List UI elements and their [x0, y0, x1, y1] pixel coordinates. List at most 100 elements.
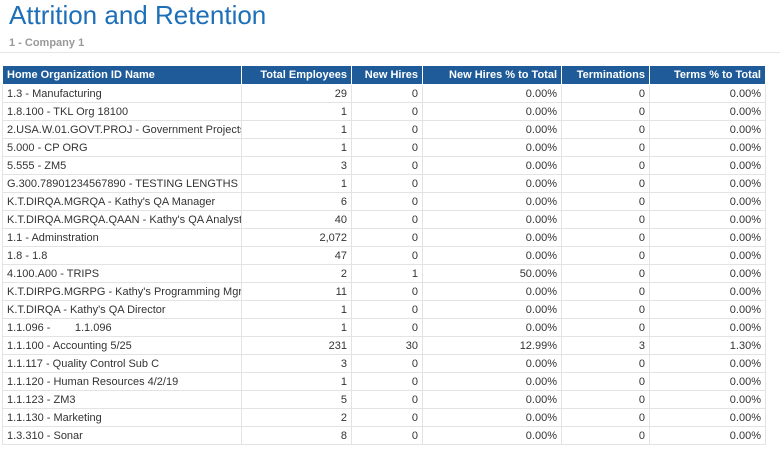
- table-cell: 0: [561, 192, 650, 211]
- column-header: Total Employees: [241, 65, 352, 85]
- table-cell: 1: [241, 138, 352, 157]
- table-cell: 0.00%: [649, 354, 766, 373]
- table-row: 1.1.117 - Quality Control Sub C 3 0 0.00% 0 0…: [2, 354, 766, 373]
- table-cell: 0: [561, 354, 650, 373]
- table-row: K.T.DIRQA - Kathy's QA Director 1 0 0.00% 0 0…: [2, 300, 766, 319]
- table-cell: 0: [351, 246, 423, 265]
- table-cell: 12.99%: [422, 336, 562, 355]
- table-cell: G.300.78901234567890 - TESTING LENGTHS: [2, 174, 242, 193]
- table-cell: 11: [241, 282, 352, 301]
- table-cell: 5.555 - ZM5: [2, 156, 242, 175]
- table-cell: K.T.DIRPG.MGRPG - Kathy's Programming Mg…: [2, 282, 242, 301]
- page-subtitle: 1 - Company 1: [9, 37, 85, 49]
- table-row: G.300.78901234567890 - TESTING LENGTHS 1 0…: [2, 174, 766, 193]
- table-cell: 3: [241, 354, 352, 373]
- table-cell: 0: [561, 300, 650, 319]
- table-cell: 1.1.096 - 1.1.096: [2, 318, 242, 337]
- table-row: 1.8.100 - TKL Org 18100 1 0 0.00% 0 0.00%: [2, 102, 766, 121]
- table-row: 2.USA.W.01.GOVT.PROJ - Government Projec…: [2, 120, 766, 139]
- table-body: 1.3 - Manufacturing 29 0 0.00% 0 0.00% 1.8.100…: [2, 84, 766, 445]
- table-cell: 0: [561, 318, 650, 337]
- table-cell: 0.00%: [649, 228, 766, 247]
- table-row: K.T.DIRQA.MGRQA.QAAN - Kathy's QA Analys…: [2, 210, 766, 229]
- table-cell: 0: [561, 426, 650, 445]
- table-cell: 0.00%: [422, 318, 562, 337]
- table-cell: 0: [351, 426, 423, 445]
- table-cell: 0: [561, 390, 650, 409]
- table-cell: 0.00%: [422, 138, 562, 157]
- table-cell: 0.00%: [649, 282, 766, 301]
- table-cell: 0: [561, 228, 650, 247]
- table-cell: 0: [561, 120, 650, 139]
- table-cell: 0: [561, 408, 650, 427]
- table-row: 1.1.120 - Human Resources 4/2/19 1 0 0.00% 0…: [2, 372, 766, 391]
- table-cell: 0: [561, 138, 650, 157]
- table-cell: 0: [351, 408, 423, 427]
- table-cell: 0: [351, 282, 423, 301]
- table-cell: 0.00%: [422, 84, 562, 103]
- table-cell: 0.00%: [422, 156, 562, 175]
- table-cell: 0.00%: [649, 192, 766, 211]
- table-row: 1.3.310 - Sonar 8 0 0.00% 0 0.00%: [2, 426, 766, 445]
- table-cell: 4.100.A00 - TRIPS: [2, 264, 242, 283]
- table-cell: 0.00%: [649, 156, 766, 175]
- table-cell: 0: [351, 84, 423, 103]
- table-cell: 50.00%: [422, 264, 562, 283]
- table-cell: 0.00%: [422, 408, 562, 427]
- table-cell: 0: [351, 174, 423, 193]
- table-cell: 5: [241, 390, 352, 409]
- table-row: 4.100.A00 - TRIPS 2 1 50.00% 0 0.00%: [2, 264, 766, 283]
- table-row: 1.1.130 - Marketing 2 0 0.00% 0 0.00%: [2, 408, 766, 427]
- table-cell: 3: [241, 156, 352, 175]
- header-row: Home Organization ID Name Total Employees…: [2, 65, 766, 85]
- table-cell: K.T.DIRQA.MGRQA - Kathy's QA Manager: [2, 192, 242, 211]
- column-header: Home Organization ID Name: [2, 65, 242, 85]
- table-cell: 1.30%: [649, 336, 766, 355]
- table-cell: 0: [561, 372, 650, 391]
- table-cell: 0: [561, 264, 650, 283]
- table-cell: 1: [351, 264, 423, 283]
- table-cell: 0.00%: [649, 408, 766, 427]
- report-table: Home Organization ID Name Total Employees…: [2, 65, 766, 445]
- divider: [0, 52, 780, 53]
- table-cell: 0.00%: [422, 426, 562, 445]
- table-cell: 0: [351, 192, 423, 211]
- page-title: Attrition and Retention: [9, 0, 267, 30]
- column-header: New Hires: [351, 65, 423, 85]
- table-cell: 1.3 - Manufacturing: [2, 84, 242, 103]
- table-cell: 6: [241, 192, 352, 211]
- table-cell: 2: [241, 408, 352, 427]
- table-cell: 2.USA.W.01.GOVT.PROJ - Government Projec…: [2, 120, 242, 139]
- table-cell: 1: [241, 372, 352, 391]
- table-row: K.T.DIRPG.MGRPG - Kathy's Programming Mg…: [2, 282, 766, 301]
- table-row: 1.1.100 - Accounting 5/25 231 30 12.99% 3 1.3…: [2, 336, 766, 355]
- table-row: 1.1 - Adminstration 2,072 0 0.00% 0 0.00%: [2, 228, 766, 247]
- table-cell: 0: [351, 156, 423, 175]
- table-cell: 1: [241, 300, 352, 319]
- table-cell: 0.00%: [422, 120, 562, 139]
- table-row: 1.1.123 - ZM3 5 0 0.00% 0 0.00%: [2, 390, 766, 409]
- table-row: 5.555 - ZM5 3 0 0.00% 0 0.00%: [2, 156, 766, 175]
- table-cell: 0: [351, 210, 423, 229]
- table-cell: 1: [241, 102, 352, 121]
- table-cell: 0.00%: [422, 354, 562, 373]
- table-cell: 1: [241, 174, 352, 193]
- table-cell: 0.00%: [649, 390, 766, 409]
- table-cell: 0: [561, 84, 650, 103]
- table-cell: 0: [561, 282, 650, 301]
- table-cell: 0: [351, 390, 423, 409]
- table-cell: 8: [241, 426, 352, 445]
- table-cell: 1: [241, 120, 352, 139]
- table-cell: 0: [561, 210, 650, 229]
- table-cell: 5.000 - CP ORG: [2, 138, 242, 157]
- table-cell: 0.00%: [649, 246, 766, 265]
- table-cell: 0: [351, 102, 423, 121]
- table-cell: 47: [241, 246, 352, 265]
- table-cell: 1.1 - Adminstration: [2, 228, 242, 247]
- table-cell: 0: [351, 120, 423, 139]
- table-cell: 40: [241, 210, 352, 229]
- table-cell: 2,072: [241, 228, 352, 247]
- table-cell: 1.1.100 - Accounting 5/25: [2, 336, 242, 355]
- table-cell: 1.8.100 - TKL Org 18100: [2, 102, 242, 121]
- table-cell: 0.00%: [422, 390, 562, 409]
